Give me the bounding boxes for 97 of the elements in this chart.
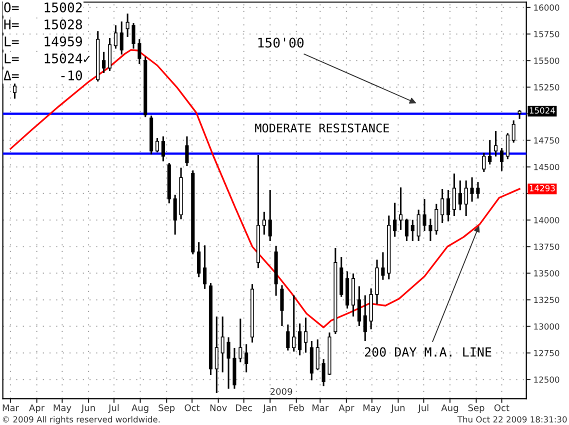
annotation: 14293 — [530, 185, 555, 192]
y-tick-label: 16000 — [534, 4, 560, 11]
candlestick — [202, 245, 207, 289]
candlestick — [155, 138, 160, 152]
x-tick-label: Sep — [158, 404, 175, 413]
candlestick — [304, 318, 308, 353]
candlestick — [393, 202, 397, 237]
y-tick-label: 12500 — [534, 376, 560, 383]
x-tick-label: Jun — [390, 404, 404, 413]
candlestick — [494, 131, 498, 157]
candlestick — [452, 174, 456, 216]
candlestick — [512, 120, 516, 143]
x-tick-label: Apr — [338, 404, 354, 413]
annotation: 2009 — [270, 388, 292, 395]
candlestick — [126, 14, 130, 37]
candlestick — [434, 204, 438, 235]
candlestick — [286, 324, 290, 351]
candlestick — [214, 316, 218, 394]
text: Thu Oct 22 2009 18:31:30 — [457, 416, 567, 423]
annotation: Δ= -10 — [4, 70, 82, 80]
y-tick-label: 13750 — [534, 244, 560, 250]
candlestick — [316, 339, 320, 370]
candlestick — [410, 220, 414, 242]
x-tick-label: Aug — [132, 404, 148, 413]
y-tick-label: 13250 — [534, 296, 560, 304]
x-tick-label: Jan — [262, 404, 276, 413]
text: © 2009 All rights reserved worldwide. — [2, 416, 160, 424]
annotation: 150'00 — [258, 38, 304, 48]
candlestick — [292, 295, 296, 352]
x-tick-label: Dec — [236, 404, 252, 412]
y-tick-label: 14000 — [534, 217, 560, 224]
candlestick — [404, 218, 408, 242]
y-tick-label: 12750 — [534, 350, 560, 356]
candlestick — [220, 316, 224, 372]
candlestick — [268, 190, 272, 242]
y-tick-label: 15750 — [534, 31, 560, 38]
candlestick — [238, 318, 242, 362]
annotation: L= 15024✓ — [4, 53, 90, 64]
candlestick — [262, 212, 266, 235]
candlestick — [173, 194, 177, 235]
y-tick-label: 14750 — [534, 137, 560, 144]
candlestick — [398, 187, 403, 230]
x-tick-label: Mar — [2, 404, 19, 412]
candlestick — [488, 140, 492, 164]
candlestick — [446, 190, 450, 222]
candlestick — [298, 323, 302, 356]
candlestick — [458, 180, 462, 210]
candlestick — [197, 242, 201, 278]
annotation: MODERATE RESISTANCE — [255, 124, 389, 132]
x-tick-label: Nov — [210, 404, 227, 412]
candlestick — [422, 199, 426, 231]
y-tick-label: 14500 — [534, 164, 560, 170]
candlestick — [470, 177, 474, 202]
x-tick-label: Jul — [418, 404, 428, 413]
candlestick — [185, 136, 189, 166]
annotation: L= 14959 — [4, 36, 82, 46]
candlestick — [357, 286, 361, 326]
candlestick — [440, 188, 444, 223]
x-tick-label: Sep — [468, 404, 484, 413]
x-tick-label: May — [54, 404, 72, 413]
x-tick-label: May — [363, 404, 381, 413]
y-tick-label: 15500 — [534, 58, 560, 64]
x-tick-label: Aug — [441, 404, 458, 413]
annotation: O= 15002 — [4, 2, 82, 12]
y-tick-label: 15250 — [534, 84, 560, 90]
annotation: 200 DAY M.A. LINE — [364, 347, 492, 357]
candlestick — [244, 344, 248, 372]
candlestick — [381, 252, 385, 280]
annotation: H= 15028 — [4, 19, 82, 30]
candlestick — [161, 136, 165, 162]
candlestick — [500, 148, 504, 171]
x-tick-label: Jun — [81, 404, 95, 413]
candlestick — [138, 39, 142, 64]
x-tick-label: Feb — [289, 404, 304, 412]
x-tick-label: Oct — [494, 404, 510, 412]
candlestick — [322, 359, 326, 386]
y-tick-label: 13500 — [534, 270, 560, 276]
x-tick-label: Jul — [108, 404, 119, 413]
x-tick-label: Oct — [184, 404, 200, 412]
candlestick — [120, 22, 124, 54]
candlestick — [476, 182, 480, 198]
annotation: 15024 — [530, 107, 555, 114]
candlestick — [428, 218, 432, 242]
candlestick — [226, 337, 230, 389]
candlestick — [363, 295, 367, 341]
candlestick — [482, 152, 486, 172]
x-tick-label: Mar — [312, 404, 329, 412]
candlestick — [506, 133, 510, 160]
y-tick-label: 13000 — [534, 323, 560, 330]
candlestick — [416, 210, 420, 242]
candlestick — [114, 25, 118, 49]
candlestick — [132, 23, 136, 49]
candlestick — [464, 180, 468, 216]
candlestick — [108, 38, 112, 71]
candlestick — [102, 52, 106, 74]
x-tick-label: Apr — [29, 404, 45, 413]
candlestick — [280, 285, 284, 326]
